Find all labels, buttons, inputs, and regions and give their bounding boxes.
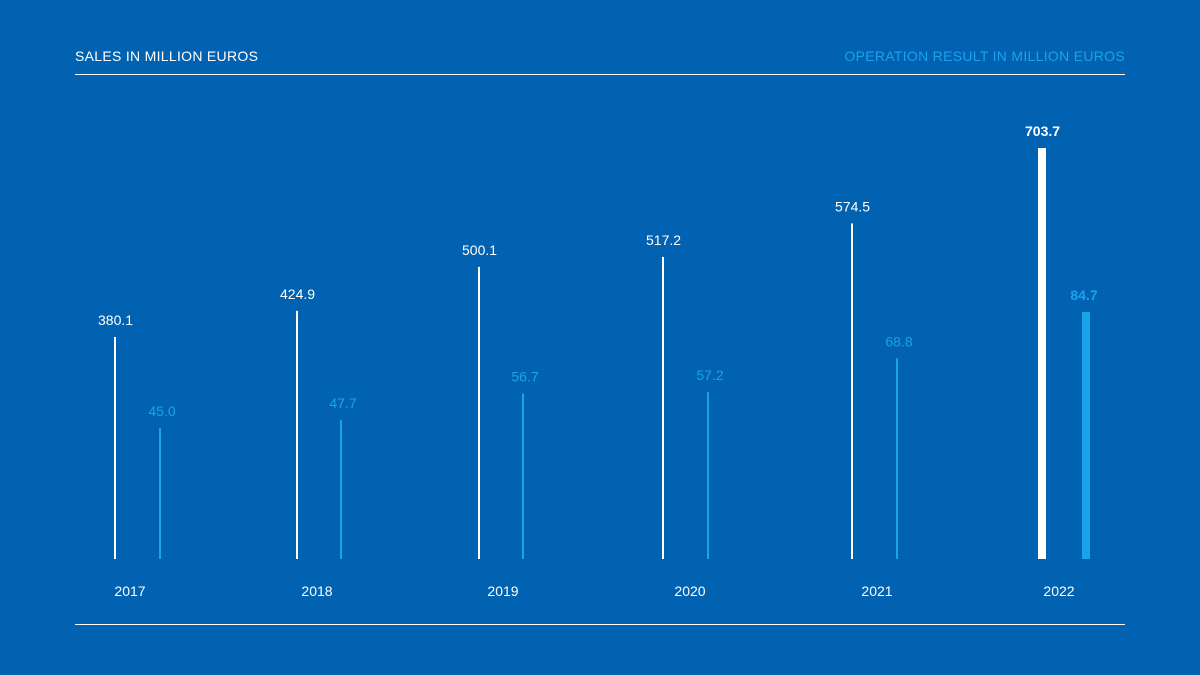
- legend-operation-result-label: OPERATION RESULT IN MILLION EUROS: [844, 48, 1125, 64]
- legend-sales-label: SALES IN MILLION EUROS: [75, 48, 259, 64]
- sales-bar-2018: [296, 310, 298, 559]
- year-tick-label-2018: 2018: [301, 583, 332, 599]
- operation-result-value-label-2017: 45.0: [148, 403, 175, 419]
- year-tick-label-2020: 2020: [674, 583, 705, 599]
- operation-result-value-label-2021: 68.8: [885, 333, 912, 349]
- sales-value-label-2021: 574.5: [835, 198, 870, 214]
- sales-bar-2022: [1038, 148, 1046, 559]
- operation-result-bar-2019: [522, 393, 524, 559]
- year-tick-label-2022: 2022: [1043, 583, 1074, 599]
- operation-result-bar-2022: [1082, 312, 1090, 559]
- operation-result-value-label-2022: 84.7: [1070, 287, 1097, 303]
- sales-bar-2021: [851, 223, 853, 559]
- sales-bar-2020: [662, 256, 664, 559]
- bottom-divider: [75, 624, 1125, 625]
- sales-bar-2019: [478, 266, 480, 559]
- sales-bar-2017: [114, 337, 116, 559]
- operation-result-bar-2021: [896, 358, 898, 559]
- year-tick-label-2017: 2017: [114, 583, 145, 599]
- year-tick-label-2021: 2021: [861, 583, 892, 599]
- operation-result-bar-2020: [707, 392, 709, 559]
- operation-result-value-label-2020: 57.2: [696, 367, 723, 383]
- sales-value-label-2019: 500.1: [462, 242, 497, 258]
- sales-value-label-2018: 424.9: [280, 286, 315, 302]
- operation-result-bar-2018: [340, 419, 342, 559]
- sales-value-label-2022: 703.7: [1025, 123, 1060, 139]
- operation-result-value-label-2019: 56.7: [511, 369, 538, 385]
- sales-value-label-2017: 380.1: [98, 312, 133, 328]
- sales-value-label-2020: 517.2: [646, 232, 681, 248]
- year-tick-label-2019: 2019: [487, 583, 518, 599]
- top-divider: [75, 74, 1125, 75]
- operation-result-bar-2017: [159, 427, 161, 559]
- operation-result-value-label-2018: 47.7: [329, 395, 356, 411]
